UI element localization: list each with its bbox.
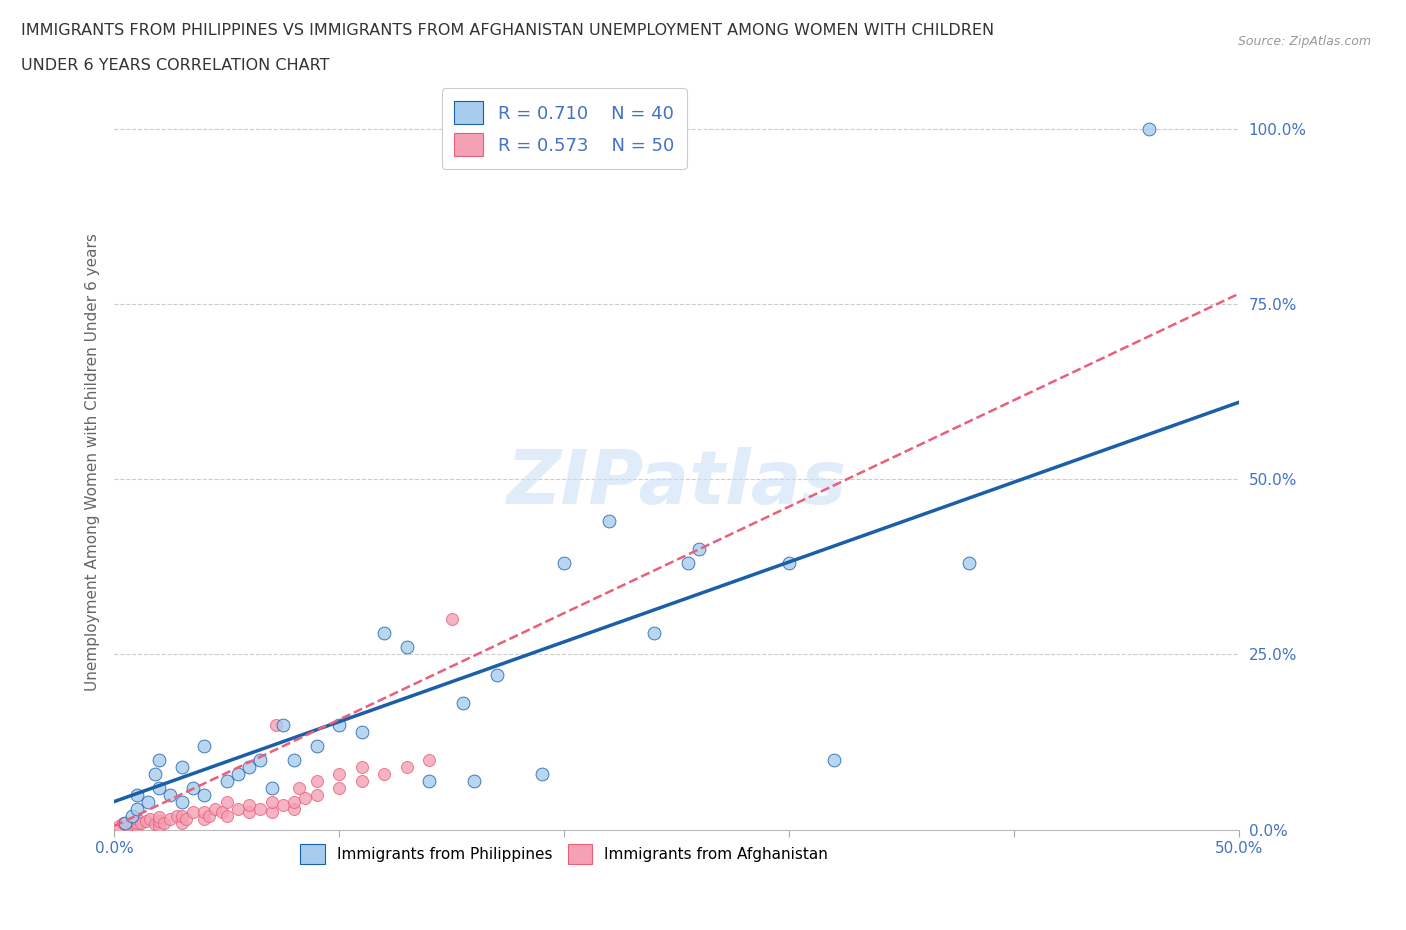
Point xyxy=(328,717,350,732)
Text: IMMIGRANTS FROM PHILIPPINES VS IMMIGRANTS FROM AFGHANISTAN UNEMPLOYMENT AMONG WO: IMMIGRANTS FROM PHILIPPINES VS IMMIGRANT… xyxy=(21,23,994,38)
Point xyxy=(778,556,800,571)
Point xyxy=(215,808,238,823)
Point xyxy=(1137,122,1160,137)
Point xyxy=(350,773,373,788)
Point xyxy=(125,818,148,833)
Point xyxy=(553,556,575,571)
Point xyxy=(305,773,328,788)
Point xyxy=(166,808,188,823)
Point xyxy=(121,817,143,831)
Point xyxy=(152,816,174,830)
Point xyxy=(170,816,193,830)
Point xyxy=(125,816,148,830)
Point xyxy=(328,766,350,781)
Point xyxy=(170,808,193,823)
Point xyxy=(112,816,135,830)
Point xyxy=(271,717,294,732)
Point xyxy=(957,556,980,571)
Point xyxy=(174,812,197,827)
Point xyxy=(238,759,260,774)
Point xyxy=(193,738,215,753)
Point xyxy=(226,766,249,781)
Point xyxy=(463,773,485,788)
Point xyxy=(143,817,166,831)
Point xyxy=(283,794,305,809)
Point xyxy=(373,626,395,641)
Point xyxy=(305,787,328,802)
Point xyxy=(643,626,665,641)
Point xyxy=(598,514,620,529)
Point xyxy=(143,766,166,781)
Point xyxy=(148,814,170,829)
Point xyxy=(283,752,305,767)
Point xyxy=(117,818,139,833)
Point xyxy=(260,780,283,795)
Point xyxy=(107,818,129,833)
Point xyxy=(249,801,271,816)
Point xyxy=(136,794,159,809)
Point xyxy=(170,794,193,809)
Point xyxy=(350,759,373,774)
Point xyxy=(170,759,193,774)
Point xyxy=(271,798,294,813)
Legend: Immigrants from Philippines, Immigrants from Afghanistan: Immigrants from Philippines, Immigrants … xyxy=(294,838,834,870)
Y-axis label: Unemployment Among Women with Children Under 6 years: Unemployment Among Women with Children U… xyxy=(86,232,100,691)
Point xyxy=(418,773,440,788)
Point xyxy=(135,814,157,829)
Point xyxy=(148,809,170,824)
Point xyxy=(139,812,162,827)
Point xyxy=(125,801,148,816)
Point xyxy=(350,724,373,739)
Point xyxy=(305,738,328,753)
Point xyxy=(181,804,204,819)
Point xyxy=(121,808,143,823)
Point xyxy=(226,801,249,816)
Point xyxy=(148,818,170,833)
Point xyxy=(823,752,845,767)
Point xyxy=(114,816,136,830)
Point xyxy=(125,787,148,802)
Text: UNDER 6 YEARS CORRELATION CHART: UNDER 6 YEARS CORRELATION CHART xyxy=(21,58,329,73)
Point xyxy=(260,794,283,809)
Point xyxy=(181,780,204,795)
Point xyxy=(440,612,463,627)
Point xyxy=(294,790,316,805)
Point xyxy=(485,668,508,683)
Point xyxy=(395,640,418,655)
Text: ZIPatlas: ZIPatlas xyxy=(506,447,846,521)
Point xyxy=(260,804,283,819)
Point xyxy=(238,798,260,813)
Point xyxy=(211,804,233,819)
Point xyxy=(148,752,170,767)
Point xyxy=(530,766,553,781)
Point xyxy=(264,717,287,732)
Point xyxy=(125,812,148,827)
Point xyxy=(129,816,152,830)
Point xyxy=(283,801,305,816)
Point xyxy=(676,556,699,571)
Point xyxy=(287,780,309,795)
Point xyxy=(328,780,350,795)
Point xyxy=(159,812,181,827)
Point xyxy=(193,812,215,827)
Point xyxy=(215,773,238,788)
Point xyxy=(148,780,170,795)
Text: Source: ZipAtlas.com: Source: ZipAtlas.com xyxy=(1237,35,1371,48)
Point xyxy=(197,808,219,823)
Point xyxy=(395,759,418,774)
Point xyxy=(159,787,181,802)
Point xyxy=(373,766,395,781)
Point xyxy=(451,696,474,711)
Point xyxy=(193,787,215,802)
Point xyxy=(238,804,260,819)
Point xyxy=(418,752,440,767)
Point xyxy=(688,542,710,557)
Point xyxy=(204,801,226,816)
Point xyxy=(249,752,271,767)
Point xyxy=(215,794,238,809)
Point xyxy=(193,804,215,819)
